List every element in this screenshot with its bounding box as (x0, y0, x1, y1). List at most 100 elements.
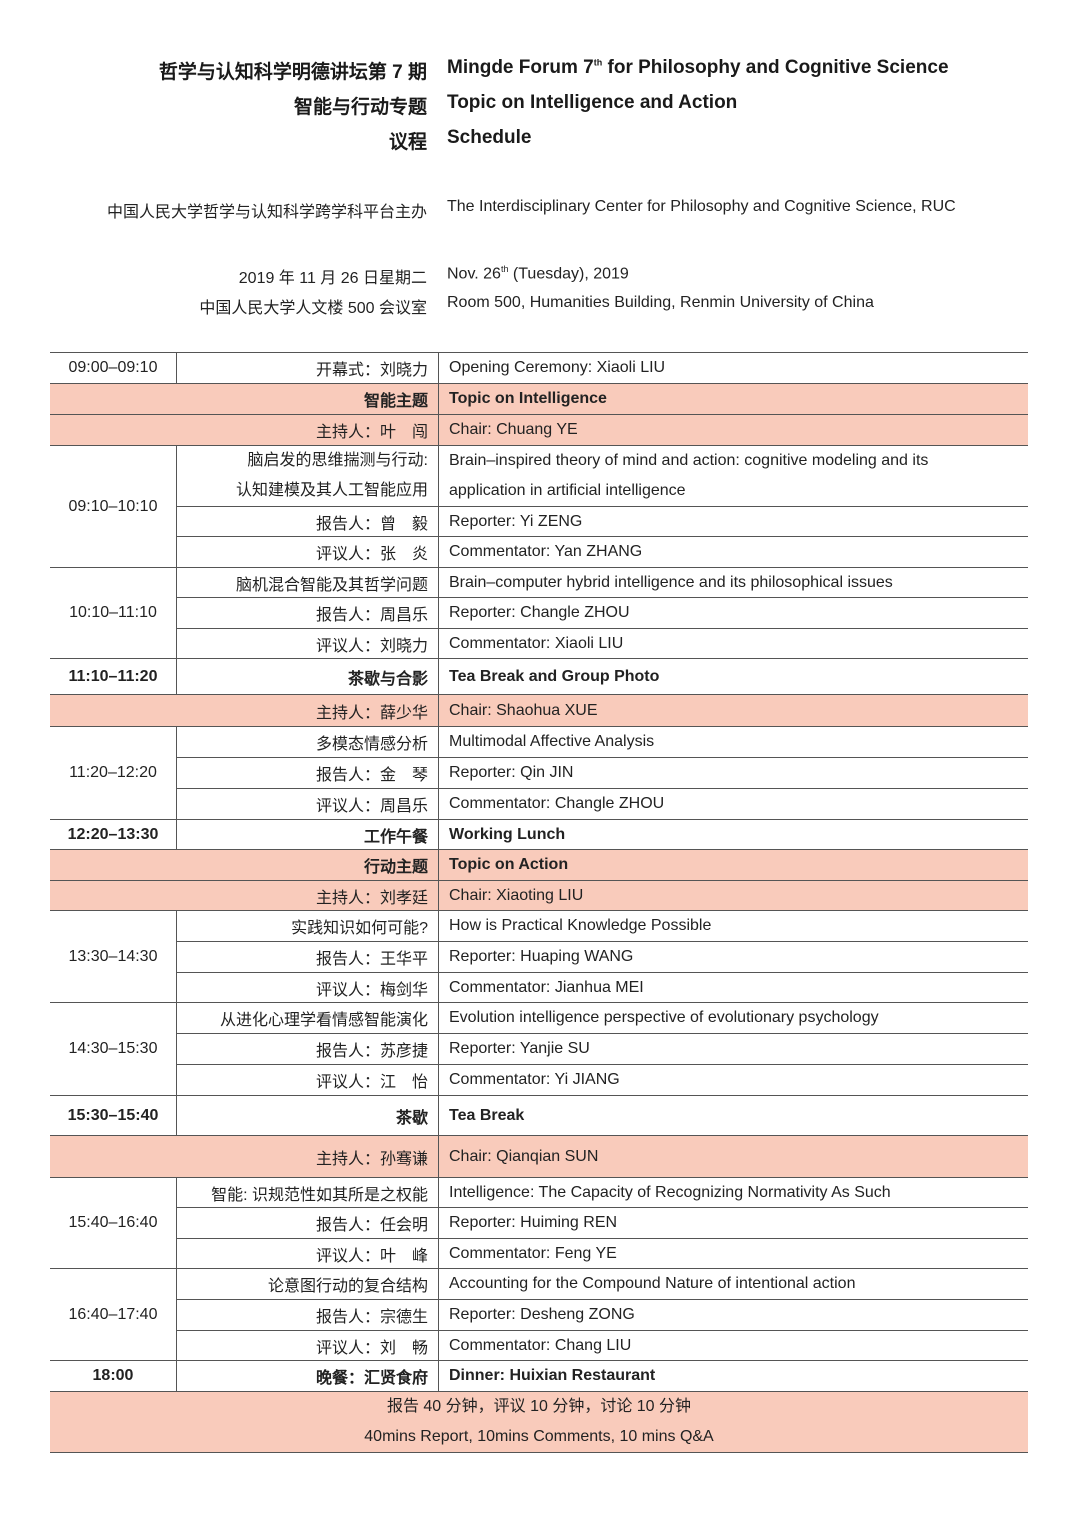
venue-line: 中国人民大学人文楼 500 会议室 Room 500, Humanities B… (0, 294, 1080, 318)
forum-title-zh: 哲学与认知科学明德讲坛第 7 期 (158, 62, 427, 83)
item-en: Reporter: Yi ZENG (438, 506, 1028, 537)
schedule-row: 主持人：薛少华 Chair: Shaohua XUE (50, 694, 1028, 727)
schedule-table: 09:00–09:10 开幕式：刘晓力 Opening Ceremony: Xiao… (50, 352, 1028, 1453)
section-zh: 行动主题 (50, 849, 439, 881)
title-en-sup: th (593, 57, 603, 68)
date-line: 2019 年 11 月 26 日星期二 Nov. 26th (Tuesday),… (0, 264, 1080, 288)
item-zh: 报告人：曾 毅 (176, 506, 439, 537)
item-en: Dinner: Huixian Restaurant (438, 1360, 1028, 1392)
host-line: 中国人民大学哲学与认知科学跨学科平台主办 The Interdisciplina… (0, 198, 1080, 222)
section-en: Topic on Intelligence (438, 383, 1028, 415)
item-zh: 茶歇与合影 (176, 658, 439, 695)
date-en-part: (Tuesday), 2019 (508, 265, 629, 283)
schedule-row: 14:30–15:30 从进化心理学看情感智能演化 Evolution intell… (50, 1002, 1028, 1096)
item-en: Commentator: Xiaoli LIU (438, 628, 1028, 659)
item-en: Commentator: Feng YE (438, 1238, 1028, 1269)
section-zh: 主持人：刘孝廷 (50, 880, 439, 911)
time-cell: 11:20–12:20 (50, 726, 177, 820)
schedule-row: 行动主题 Topic on Action (50, 849, 1028, 881)
item-en: Reporter: Qin JIN (438, 757, 1028, 789)
date-en-part: Nov. 26 (447, 265, 501, 283)
section-zh: 智能主题 (50, 383, 439, 415)
footer-en: 40mins Report, 10mins Comments, 10 mins … (364, 1428, 714, 1445)
item-zh: 报告人：苏彦捷 (176, 1033, 439, 1065)
schedule-row: 报告人：曾 毅 Reporter: Yi ZENG (50, 506, 1028, 537)
text-line: Brain–inspired theory of mind and action… (449, 452, 929, 469)
host-en: The Interdisciplinary Center for Philoso… (447, 198, 956, 215)
host-zh: 中国人民大学哲学与认知科学跨学科平台主办 (106, 204, 427, 221)
title-en-part: Mingde Forum 7 (447, 57, 594, 78)
schedule-row: 评议人：张 炎 Commentator: Yan ZHANG (50, 536, 1028, 568)
section-zh: 主持人：孙骞谦 (50, 1135, 439, 1178)
schedule-row: 报告人：宗德生 Reporter: Desheng ZONG (50, 1299, 1028, 1331)
schedule-title: 议程 Schedule (0, 127, 1080, 154)
section-en: Chair: Xiaoting LIU (438, 880, 1028, 911)
item-en: Commentator: Jianhua MEI (438, 972, 1028, 1003)
item-zh: 评议人：张 炎 (176, 536, 439, 568)
schedule-row: 报告 40 分钟，评议 10 分钟，讨论 10 分钟 40mins Report,… (50, 1391, 1028, 1453)
schedule-row: 15:30–15:40 茶歇 Tea Break (50, 1095, 1028, 1136)
schedule-row: 评议人：江 怡 Commentator: Yi JIANG (50, 1064, 1028, 1096)
item-en: Commentator: Chang LIU (438, 1330, 1028, 1361)
item-en: Reporter: Yanjie SU (438, 1033, 1028, 1065)
time-cell: 10:10–11:10 (50, 567, 177, 659)
schedule-row: 报告人：金 琴 Reporter: Qin JIN (50, 757, 1028, 789)
item-en: Commentator: Changle ZHOU (438, 788, 1028, 820)
item-zh: 报告人：金 琴 (176, 757, 439, 789)
item-en: Accounting for the Compound Nature of in… (438, 1268, 1028, 1300)
schedule-row: 09:10–10:10 脑启发的思维揣测与行动: 认知建模及其人工智能应用 Brain… (50, 445, 1028, 568)
text-line: 脑启发的思维揣测与行动: (247, 452, 428, 469)
item-zh: 工作午餐 (176, 819, 439, 850)
item-zh: 实践知识如何可能? (176, 910, 439, 942)
section-en: Chair: Qianqian SUN (438, 1135, 1028, 1178)
section-en: Chair: Shaohua XUE (438, 694, 1028, 727)
schedule-row: 智能主题 Topic on Intelligence (50, 383, 1028, 415)
schedule-row: 报告人：苏彦捷 Reporter: Yanjie SU (50, 1033, 1028, 1065)
time-cell: 09:00–09:10 (50, 352, 177, 384)
date-en-sup: th (500, 264, 509, 274)
section-zh: 主持人：薛少华 (50, 694, 439, 727)
item-en: Brain–inspired theory of mind and action… (438, 445, 1028, 507)
forum-title-en: Mingde Forum 7th for Philosophy and Cogn… (447, 57, 949, 79)
time-cell: 11:10–11:20 (50, 658, 177, 695)
item-zh: 从进化心理学看情感智能演化 (176, 1002, 439, 1034)
schedule-row: 10:10–11:10 脑机混合智能及其哲学问题 Brain–computer hy… (50, 567, 1028, 659)
item-en: Evolution intelligence perspective of ev… (438, 1002, 1028, 1034)
schedule-row: 16:40–17:40 论意图行动的复合结构 Accounting for the … (50, 1268, 1028, 1361)
item-zh: 评议人：刘 畅 (176, 1330, 439, 1361)
topic-zh: 智能与行动专题 (293, 97, 427, 118)
item-zh: 报告人：宗德生 (176, 1299, 439, 1331)
item-en: Tea Break and Group Photo (438, 658, 1028, 695)
item-zh: 报告人：周昌乐 (176, 597, 439, 629)
item-zh: 脑启发的思维揣测与行动: 认知建模及其人工智能应用 (176, 445, 439, 507)
time-cell: 18:00 (50, 1360, 177, 1392)
item-zh: 茶歇 (176, 1095, 439, 1136)
time-cell: 09:10–10:10 (50, 445, 177, 568)
title-en-part: for Philosophy and Cognitive Science (602, 57, 949, 78)
text-line: 认知建模及其人工智能应用 (235, 482, 428, 499)
time-cell: 15:30–15:40 (50, 1095, 177, 1136)
schedule-row: 15:40–16:40 智能: 识规范性如其所是之权能 Intelligence: … (50, 1177, 1028, 1269)
footer-zh: 报告 40 分钟，评议 10 分钟，讨论 10 分钟 (386, 1398, 692, 1415)
item-en: Reporter: Changle ZHOU (438, 597, 1028, 629)
schedule-row: 报告人：任会明 Reporter: Huiming REN (50, 1207, 1028, 1239)
schedule-row: 评议人：刘 畅 Commentator: Chang LIU (50, 1330, 1028, 1361)
schedule-row: 11:20–12:20 多模态情感分析 Multimodal Affective A… (50, 726, 1028, 820)
item-zh: 开幕式：刘晓力 (176, 352, 439, 384)
schedule-row: 主持人：刘孝廷 Chair: Xiaoting LIU (50, 880, 1028, 911)
section-zh: 主持人：叶 闯 (50, 414, 439, 446)
schedule-en: Schedule (447, 127, 532, 148)
item-zh: 评议人：江 怡 (176, 1064, 439, 1096)
item-zh: 评议人：周昌乐 (176, 788, 439, 820)
item-en: Reporter: Huiming REN (438, 1207, 1028, 1239)
date-zh: 2019 年 11 月 26 日星期二 (238, 270, 427, 287)
item-en: Tea Break (438, 1095, 1028, 1136)
item-en: Brain–computer hybrid intelligence and i… (438, 567, 1028, 598)
item-zh: 报告人：任会明 (176, 1207, 439, 1239)
schedule-row: 评议人：周昌乐 Commentator: Changle ZHOU (50, 788, 1028, 820)
item-zh: 评议人：梅剑华 (176, 972, 439, 1003)
schedule-row: 报告人：周昌乐 Reporter: Changle ZHOU (50, 597, 1028, 629)
date-en: Nov. 26th (Tuesday), 2019 (447, 264, 629, 283)
footer-note: 报告 40 分钟，评议 10 分钟，讨论 10 分钟 40mins Report,… (50, 1391, 1028, 1453)
schedule-row: 12:20–13:30 工作午餐 Working Lunch (50, 819, 1028, 850)
